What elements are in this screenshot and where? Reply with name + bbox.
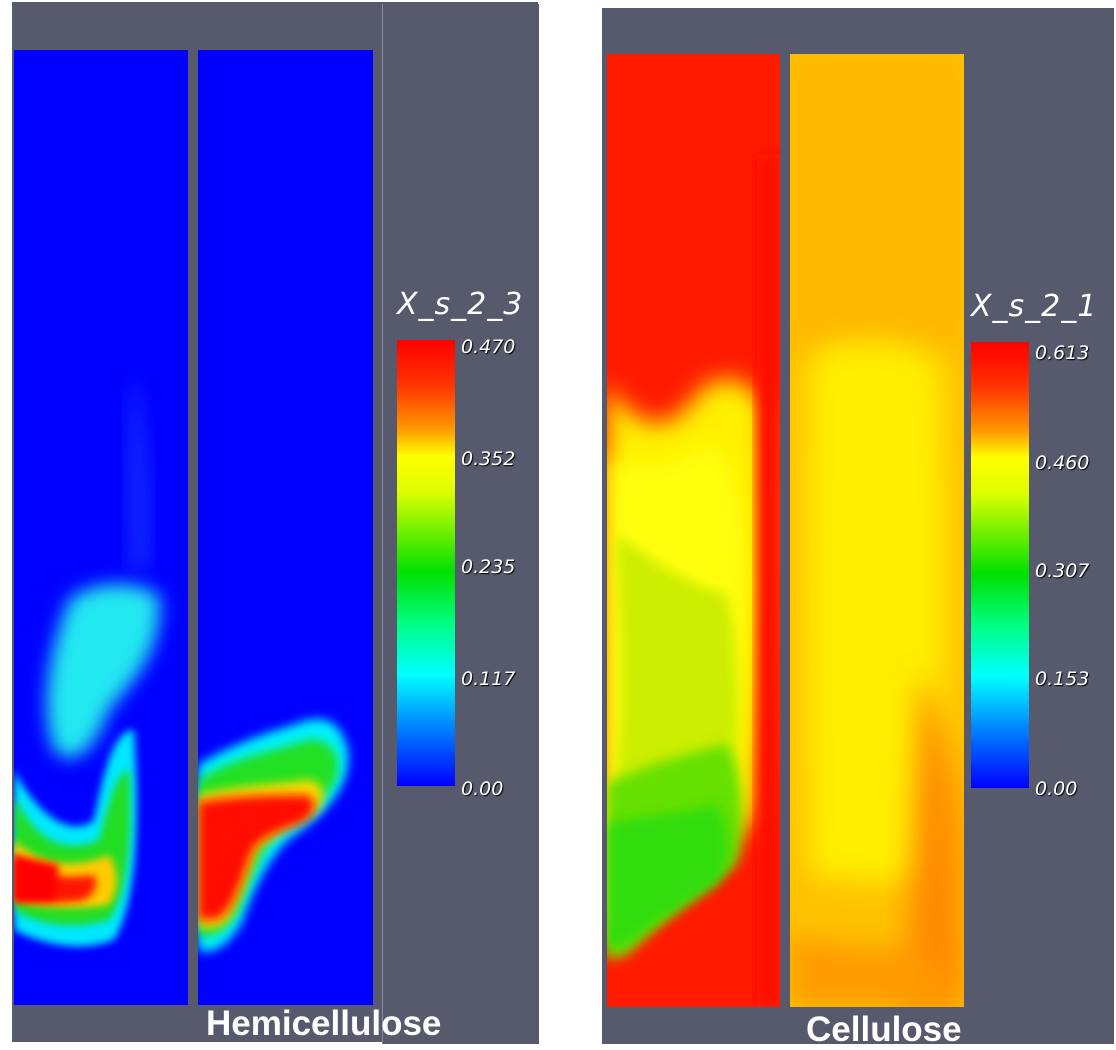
cellulose-legend-title: X_s_2_1 <box>971 289 1098 324</box>
cellulose-tick-2: 0.460 <box>1035 452 1090 474</box>
cellulose-tick-3: 0.307 <box>1035 560 1090 582</box>
cellulose-tick-min: 0.00 <box>1035 778 1078 800</box>
cellulose-tick-max: 0.613 <box>1035 342 1090 364</box>
hemicellulose-tick-min: 0.00 <box>461 778 504 800</box>
cellulose-tick-4: 0.153 <box>1035 668 1090 690</box>
hemicellulose-caption: Hemicellulose <box>206 1004 442 1043</box>
cellulose-field-right <box>790 54 964 1007</box>
cellulose-colorbar <box>971 342 1029 788</box>
hemicellulose-field-right <box>198 50 373 1005</box>
hemicellulose-tick-2: 0.352 <box>461 448 516 470</box>
hemicellulose-colorbar <box>397 340 455 786</box>
hemicellulose-field-left <box>14 50 188 1005</box>
cellulose-caption: Cellulose <box>806 1010 962 1049</box>
hemicellulose-tick-4: 0.117 <box>461 668 516 690</box>
hemicellulose-tick-3: 0.235 <box>461 556 516 578</box>
hemicellulose-legend-title: X_s_2_3 <box>397 287 524 322</box>
hemicellulose-tick-max: 0.470 <box>461 336 516 358</box>
cellulose-field-left <box>607 54 780 1007</box>
